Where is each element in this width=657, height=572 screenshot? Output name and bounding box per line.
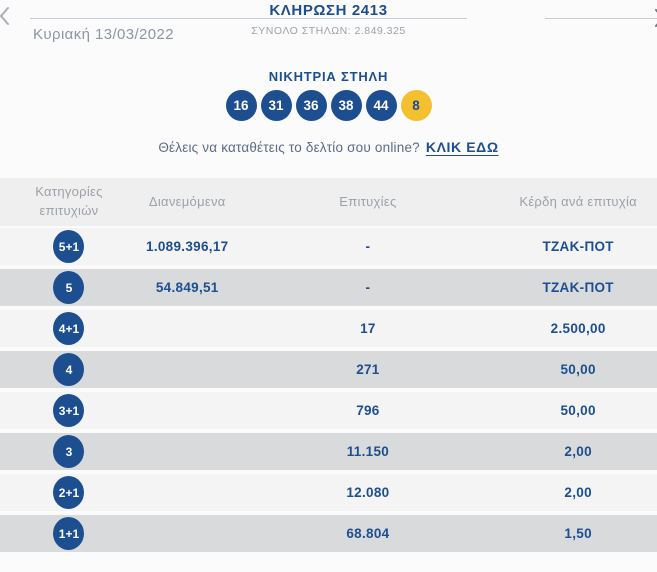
- table-row: 5+1 1.089.396,17 - ΤΖΑΚ-ΠΟΤ: [0, 228, 657, 265]
- category-badge: 4: [53, 353, 85, 386]
- prize-cell: ΤΖΑΚ-ΠΟΤ: [542, 280, 614, 295]
- winners-cell: 271: [356, 362, 380, 377]
- promo-link[interactable]: ΚΛΙΚ ΕΔΩ: [425, 139, 499, 155]
- winners-cell: 17: [360, 321, 376, 336]
- table-row: 4 271 50,00: [0, 351, 657, 388]
- distributed-cell: 54.849,51: [155, 280, 219, 295]
- promo-line: Θέλεις να καταθέτεις το δελτίο σου onlin…: [0, 139, 657, 155]
- category-badge: 5: [53, 271, 85, 304]
- page-title: ΚΛΗΡΩΣΗ 2413: [269, 2, 388, 19]
- column-header-categories: Κατηγορίες επιτυχιών: [35, 184, 103, 218]
- category-badge: 5+1: [53, 230, 85, 263]
- winners-cell: 12.080: [346, 485, 390, 500]
- prize-table-header: Κατηγορίες επιτυχιών Διανεμόμενα Επιτυχί…: [0, 178, 657, 226]
- winners-cell: 68.804: [346, 526, 390, 541]
- table-row: 1+1 68.804 1,50: [0, 515, 657, 552]
- table-row: 5 54.849,51 - ΤΖΑΚ-ΠΟΤ: [0, 269, 657, 306]
- category-badge: 2+1: [53, 476, 85, 509]
- winners-cell: -: [365, 280, 371, 295]
- category-badge: 3: [53, 435, 85, 468]
- bonus-number-ball: 8: [400, 90, 432, 121]
- total-columns-label: ΣΥΝΟΛΟ ΣΤΗΛΩΝ: 2.849.325: [251, 25, 406, 37]
- prev-draw-button[interactable]: [0, 4, 12, 31]
- table-row: 2+1 12.080 2,00: [0, 474, 657, 511]
- category-badge: 3+1: [53, 394, 85, 427]
- promo-text: Θέλεις να καταθέτεις το δελτίο σου onlin…: [158, 140, 420, 155]
- current-draw-tab-line: [30, 18, 467, 19]
- prize-cell: 2.500,00: [550, 321, 606, 336]
- prize-cell: 50,00: [560, 362, 596, 377]
- prize-cell: 1,50: [564, 526, 592, 541]
- winners-cell: 796: [356, 403, 380, 418]
- column-header-distributed: Διανεμόμενα: [148, 193, 226, 209]
- number-ball: 38: [330, 90, 362, 121]
- winners-cell: 11.150: [346, 444, 390, 459]
- next-draw-button[interactable]: [652, 6, 657, 33]
- category-badge: 4+1: [53, 312, 85, 345]
- table-row: 3 11.150 2,00: [0, 433, 657, 470]
- prize-table: Κατηγορίες επιτυχιών Διανεμόμενα Επιτυχί…: [0, 178, 657, 556]
- number-ball: 36: [295, 90, 327, 121]
- next-draw-tab-line: [545, 18, 657, 19]
- winning-numbers: 16 31 36 38 44 8: [0, 90, 657, 121]
- prize-cell: ΤΖΑΚ-ΠΟΤ: [542, 239, 614, 254]
- number-ball: 16: [225, 90, 257, 121]
- table-row: 3+1 796 50,00: [0, 392, 657, 429]
- winners-cell: -: [365, 239, 371, 254]
- number-ball: 44: [365, 90, 397, 121]
- distributed-cell: 1.089.396,17: [146, 239, 229, 254]
- prize-cell: 2,00: [564, 444, 592, 459]
- category-badge: 1+1: [53, 517, 85, 550]
- prize-cell: 2,00: [564, 485, 592, 500]
- winning-column-heading: ΝΙΚΗΤΡΙΑ ΣΤΗΛΗ: [268, 69, 389, 84]
- column-header-prize: Κέρδη ανά επιτυχία: [519, 193, 637, 209]
- column-header-winners: Επιτυχίες: [339, 193, 397, 209]
- prize-cell: 50,00: [560, 403, 596, 418]
- number-ball: 31: [260, 90, 292, 121]
- draw-date: Κυριακή 13/03/2022: [33, 26, 175, 43]
- chevron-left-icon: [0, 7, 9, 25]
- table-row: 4+1 17 2.500,00: [0, 310, 657, 347]
